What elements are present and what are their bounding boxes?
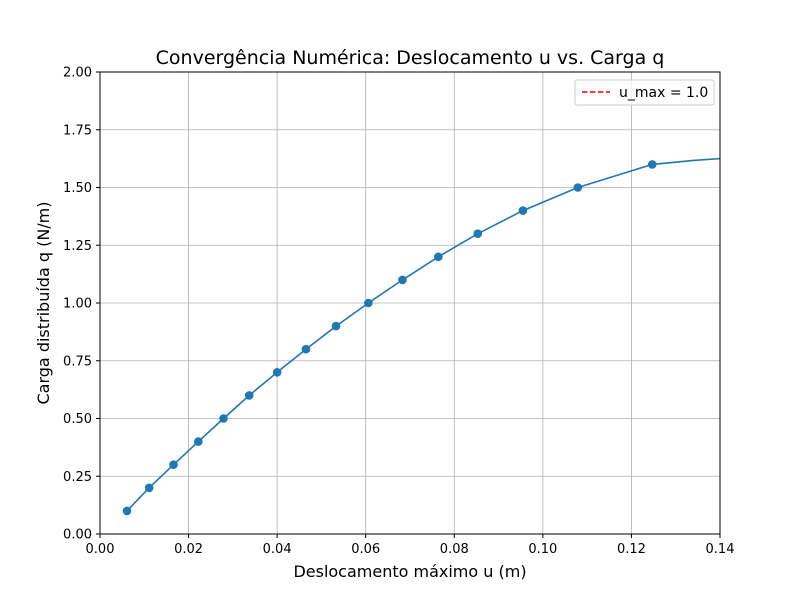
x-tick-label: 0.08 — [440, 542, 469, 557]
legend-label-u-max: u_max = 1.0 — [619, 85, 708, 101]
legend-box — [574, 79, 715, 106]
data-point — [473, 229, 483, 238]
data-point — [434, 252, 443, 262]
data-point — [647, 160, 657, 169]
series-line — [126, 157, 720, 512]
plot-area — [122, 157, 720, 516]
y-tick-label: 1.75 — [63, 123, 92, 138]
data-point — [122, 506, 132, 516]
data-point — [573, 183, 583, 192]
data-point — [518, 206, 528, 215]
y-tick-label: 1.00 — [63, 297, 92, 312]
data-point — [169, 460, 178, 470]
chart-title: Convergência Numérica: Deslocamento u vs… — [156, 47, 665, 69]
y-tick-label: 0.00 — [63, 528, 92, 543]
x-tick-label: 0.04 — [263, 542, 292, 557]
axis-ticks: 0.00 0.02 0.04 0.06 0.08 0.10 0.12 0.14 0.00 0.25… — [63, 66, 734, 558]
x-tick-label: 0.10 — [528, 542, 557, 557]
data-point — [219, 414, 228, 423]
data-point — [244, 391, 254, 400]
y-tick-label: 0.25 — [63, 470, 92, 485]
y-axis-title: Carga distribuída q (N/m) — [34, 201, 53, 404]
plot-clip-group — [122, 157, 720, 516]
y-tick-label: 2.00 — [63, 66, 92, 81]
data-point — [364, 298, 373, 308]
x-tick-label: 0.06 — [351, 542, 380, 557]
y-tick-label: 0.50 — [63, 412, 92, 427]
y-tick-label: 0.75 — [63, 354, 92, 369]
data-point — [331, 321, 341, 331]
legend: u_max = 1.0 — [574, 79, 715, 106]
data-point — [398, 275, 407, 285]
x-tick-label: 0.02 — [174, 542, 203, 557]
y-tick-label: 1.50 — [63, 181, 92, 196]
x-tick-label: 0.14 — [706, 542, 735, 557]
data-point — [144, 483, 154, 493]
x-axis-title: Deslocamento máximo u (m) — [293, 562, 526, 581]
data-point — [272, 368, 282, 377]
x-tick-label: 0.12 — [617, 542, 646, 557]
data-point — [301, 344, 311, 354]
y-tick-label: 1.25 — [63, 239, 92, 254]
data-point — [194, 437, 203, 446]
x-tick-label: 0.00 — [86, 542, 115, 557]
